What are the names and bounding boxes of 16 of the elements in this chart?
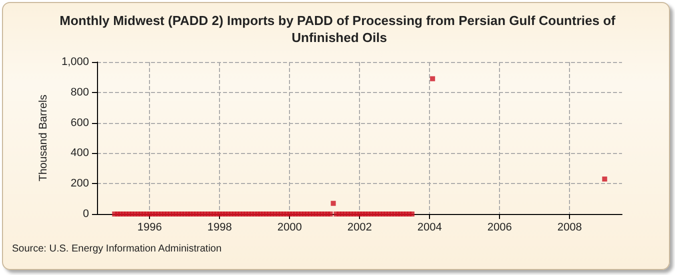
- y-axis-title: Thousand Barrels: [38, 94, 50, 182]
- y-tick-label: 800: [70, 86, 89, 98]
- x-tick-label: 1996: [137, 222, 162, 234]
- x-tick-label: 2008: [557, 222, 582, 234]
- y-tick-label: 1,000: [61, 56, 89, 68]
- y-tick-label: 200: [70, 178, 89, 190]
- y-tick-label: 0: [82, 208, 89, 220]
- x-tick-label: 2002: [347, 222, 372, 234]
- y-tick-label: 400: [70, 147, 89, 160]
- chart-title: Monthly Midwest (PADD 2) Imports by PADD of Processing from Persian Gulf Countries of Unfinished Oils: [60, 13, 616, 45]
- y-tick-label: 600: [70, 116, 89, 129]
- x-tick-label: 2000: [277, 222, 302, 234]
- x-tick-label: 2004: [417, 222, 442, 234]
- x-tick-label: 1998: [207, 222, 232, 234]
- source-note: Source: U.S. Energy Information Administration: [12, 244, 222, 254]
- x-tick-label: 2006: [487, 222, 512, 234]
